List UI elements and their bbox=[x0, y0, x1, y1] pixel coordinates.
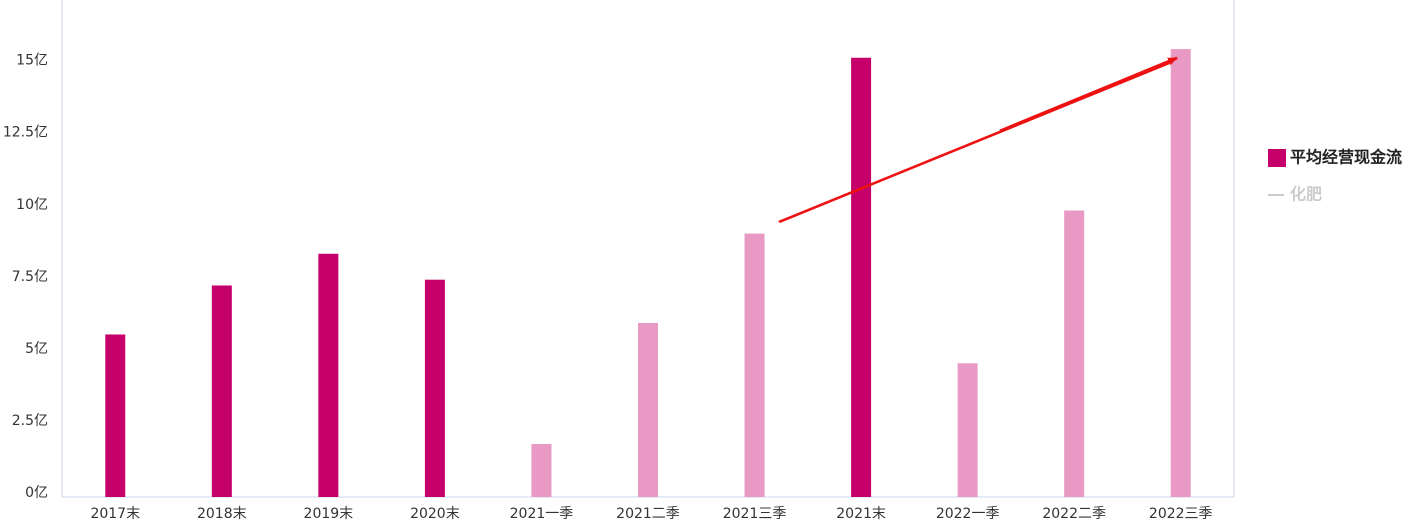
bar bbox=[211, 285, 232, 497]
y-tick-label: 15亿 bbox=[16, 53, 48, 69]
x-tick-label: 2021末 bbox=[836, 506, 886, 522]
x-tick-label: 2021一季 bbox=[510, 506, 574, 522]
y-tick-label: 7.5亿 bbox=[12, 269, 48, 285]
y-tick-label: 12.5亿 bbox=[3, 125, 48, 141]
y-tick-label: 0亿 bbox=[25, 485, 48, 501]
x-tick-label: 2018末 bbox=[197, 506, 247, 522]
legend-label[interactable]: 化肥 bbox=[1290, 185, 1322, 204]
bar bbox=[424, 279, 445, 497]
bar bbox=[744, 233, 765, 497]
x-tick-label: 2022三季 bbox=[1149, 506, 1213, 522]
legend-label[interactable]: 平均经营现金流 bbox=[1290, 148, 1402, 167]
y-tick-label: 2.5亿 bbox=[12, 413, 48, 429]
legend-swatch[interactable] bbox=[1268, 149, 1286, 167]
x-tick-label: 2021三季 bbox=[723, 506, 787, 522]
bar bbox=[318, 253, 339, 497]
y-tick-label: 10亿 bbox=[16, 197, 48, 213]
bar bbox=[1170, 49, 1191, 497]
x-tick-label: 2022二季 bbox=[1042, 506, 1106, 522]
x-tick-label: 2020末 bbox=[410, 506, 460, 522]
x-tick-label: 2017末 bbox=[90, 506, 140, 522]
x-tick-label: 2019末 bbox=[304, 506, 354, 522]
bar bbox=[638, 322, 658, 497]
bar bbox=[1064, 210, 1085, 497]
bar bbox=[105, 334, 126, 497]
x-tick-label: 2021二季 bbox=[616, 506, 680, 522]
x-tick-label: 2022一季 bbox=[936, 506, 1000, 522]
bar bbox=[957, 363, 978, 497]
annotation-arrow bbox=[999, 56, 1178, 133]
bar bbox=[531, 444, 552, 497]
bar bbox=[851, 57, 872, 497]
y-tick-label: 5亿 bbox=[25, 341, 48, 357]
